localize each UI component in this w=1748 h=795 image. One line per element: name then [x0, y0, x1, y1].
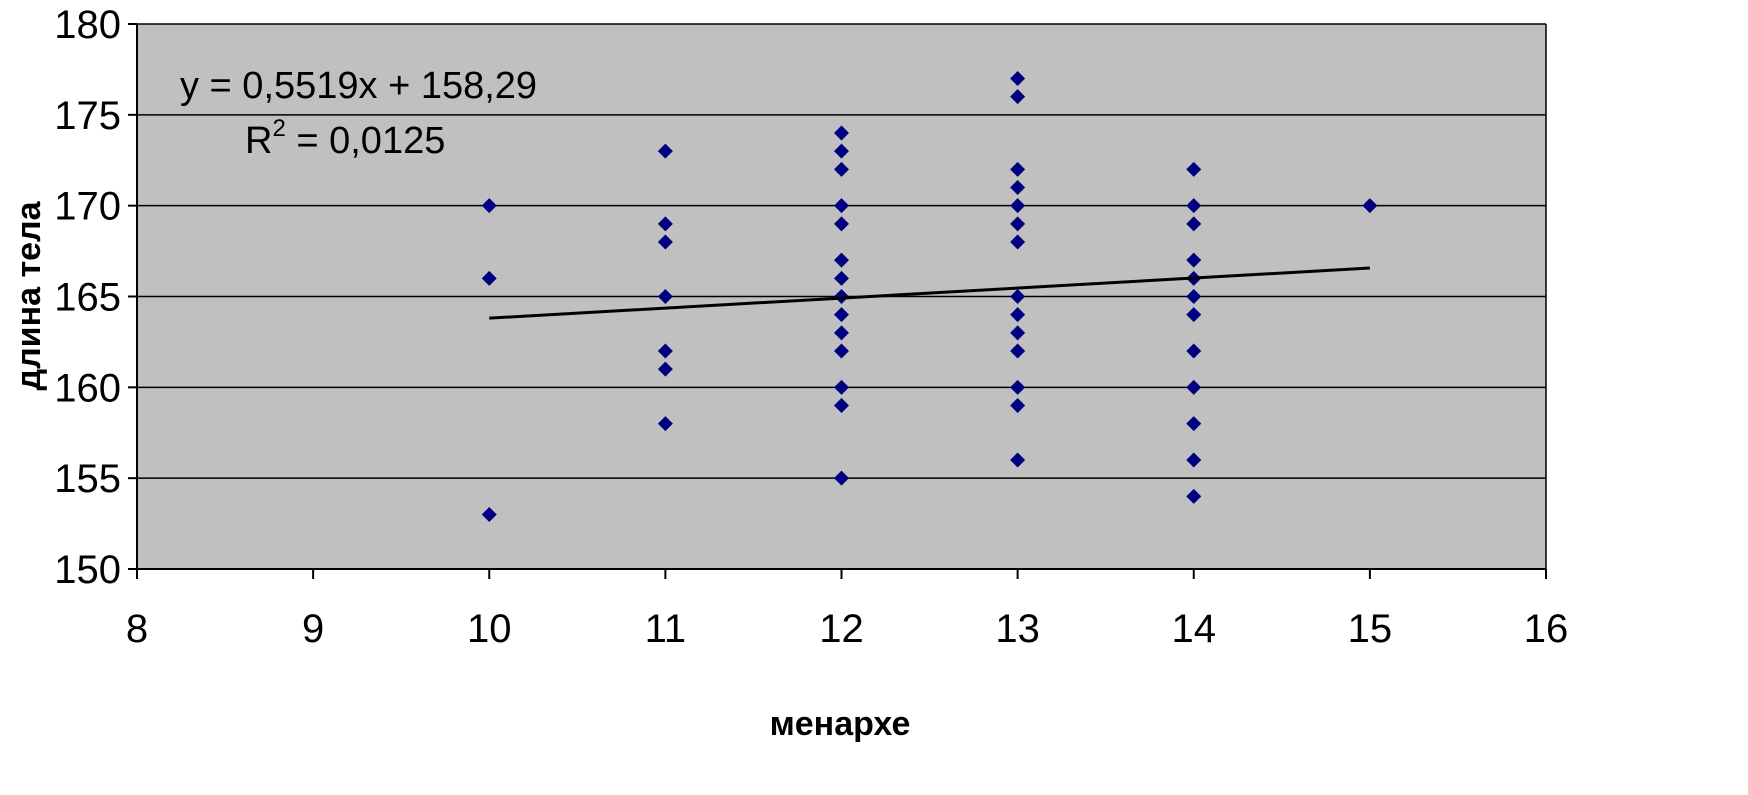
data-point [834, 325, 849, 341]
y-tick-label: 180 [54, 3, 121, 47]
x-tick-label: 14 [1172, 607, 1217, 651]
data-point [1186, 416, 1202, 432]
x-tick-label: 15 [1348, 607, 1393, 651]
data-point [1186, 252, 1202, 268]
data-point [1362, 198, 1378, 214]
y-tick-label: 150 [54, 548, 121, 592]
data-point [834, 307, 849, 323]
data-point [834, 216, 849, 232]
x-axis-title: менархе [770, 705, 911, 743]
data-point [481, 270, 497, 286]
data-points [481, 71, 1378, 522]
data-point [1010, 398, 1026, 413]
data-point [1186, 307, 1202, 323]
data-point [1010, 216, 1026, 232]
axes [128, 23, 1547, 579]
data-point [1010, 234, 1026, 250]
data-point [834, 125, 849, 141]
data-point [657, 289, 673, 304]
y-tick-label: 170 [54, 185, 121, 229]
data-point [657, 416, 673, 432]
r-squared-letter: R [245, 120, 272, 162]
data-point [1010, 343, 1026, 359]
data-point [1186, 161, 1202, 177]
x-tick-label: 12 [819, 607, 864, 651]
r-squared-label: R2 = 0,0125 [245, 115, 445, 162]
data-point [657, 234, 673, 250]
data-point [1186, 452, 1202, 468]
data-point [657, 143, 673, 159]
y-axis-title: длина тела [10, 200, 48, 390]
data-point [834, 289, 849, 304]
y-tick-label: 175 [54, 94, 121, 138]
y-tick-label: 165 [54, 276, 121, 320]
x-tick-label: 11 [645, 607, 687, 651]
data-point [834, 398, 849, 413]
trendline [489, 266, 1370, 320]
data-point [834, 470, 849, 486]
data-point [481, 507, 497, 522]
data-point [834, 198, 849, 214]
data-point [1010, 198, 1026, 214]
trendline-equation: y = 0,5519x + 158,29 [180, 65, 537, 107]
x-tick-label: 8 [126, 607, 148, 651]
data-point [1186, 289, 1202, 304]
data-point [834, 161, 849, 177]
data-point [1010, 289, 1026, 304]
data-point [1186, 379, 1202, 395]
data-point [1186, 488, 1202, 504]
data-point [657, 361, 673, 377]
data-point [1010, 180, 1026, 195]
data-point [481, 198, 497, 214]
r-squared-exponent: 2 [272, 115, 285, 142]
y-tick-label: 160 [54, 366, 121, 410]
data-point [1186, 216, 1202, 232]
data-point [834, 343, 849, 359]
data-point [1010, 379, 1026, 395]
data-point [1010, 307, 1026, 323]
data-point [657, 216, 673, 232]
x-tick-label: 9 [302, 607, 324, 651]
data-point [834, 143, 849, 159]
y-tick-label: 155 [54, 457, 121, 501]
data-point [834, 379, 849, 395]
r-squared-value: = 0,0125 [286, 120, 446, 162]
data-point [834, 252, 849, 268]
data-point [657, 343, 673, 359]
data-point [1010, 71, 1026, 86]
x-tick-label: 10 [467, 607, 512, 651]
x-tick-label: 16 [1524, 607, 1569, 651]
data-point [1186, 198, 1202, 214]
x-tick-label: 13 [995, 607, 1040, 651]
data-point [1010, 89, 1026, 105]
data-point [834, 270, 849, 286]
y-tick-labels: 150 155 160 165 170 175 180 [54, 3, 121, 592]
data-point [1010, 325, 1026, 341]
x-tick-labels: 8 9 10 11 12 13 14 15 16 [126, 607, 1568, 651]
data-point [1186, 343, 1202, 359]
data-point [1010, 452, 1026, 468]
data-point [1010, 161, 1026, 177]
